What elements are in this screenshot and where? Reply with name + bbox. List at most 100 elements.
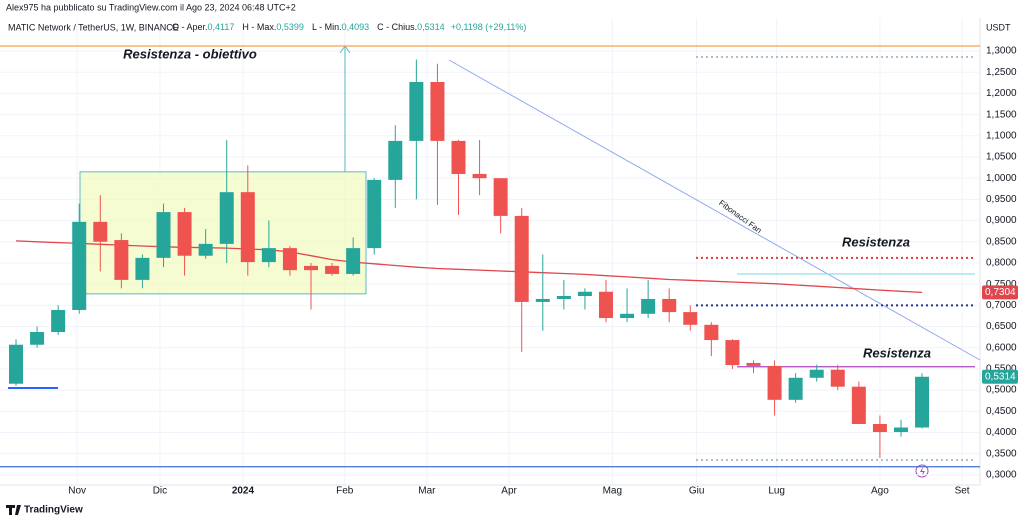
brand: TradingView (24, 505, 83, 516)
x-tick-label: 2024 (232, 486, 255, 497)
x-tick-label: Ago (871, 486, 889, 497)
y-tick-label: 0,3000 (986, 469, 1017, 480)
candle-body (51, 309, 66, 333)
y-tick-label: 0,6500 (986, 321, 1017, 332)
candle-body (746, 362, 761, 366)
candle-body (282, 248, 297, 271)
candle-body (240, 192, 255, 263)
candle-body (577, 291, 592, 296)
candle-body (198, 243, 213, 256)
y-tick-label: 0,9000 (986, 215, 1017, 226)
logo (6, 505, 21, 515)
y-tick-label: 1,1000 (986, 130, 1017, 141)
x-tick-label: Nov (68, 486, 86, 497)
candle-body (725, 340, 740, 366)
price-tag-label: 0,5314 (985, 371, 1016, 382)
ohlc-value: 0,5314 (417, 22, 445, 32)
currency: USDT (986, 22, 1011, 32)
ohlc-value: 0,5399 (276, 22, 304, 32)
candle-body (177, 212, 192, 256)
candle-body (409, 81, 424, 141)
annotation: Resistenza (842, 234, 910, 249)
y-tick-label: 0,3500 (986, 448, 1017, 459)
ohlc-label: H - Max. (242, 22, 276, 32)
ohlc-value: 0,4093 (342, 22, 370, 32)
candle-body (30, 332, 45, 345)
candle-body (451, 140, 466, 174)
candle-body (472, 173, 487, 179)
price-tag (982, 369, 1018, 384)
candle-body (556, 295, 571, 299)
x-tick-label: Set (955, 486, 970, 497)
candle-body (325, 265, 340, 274)
candle-body (830, 369, 845, 387)
candle-body (809, 369, 824, 378)
candle-body (620, 313, 635, 319)
x-tick-label: Mag (603, 486, 622, 497)
candle-body (704, 324, 719, 341)
ohlc-label: C - Chius. (377, 22, 417, 32)
y-tick-label: 0,9500 (986, 194, 1017, 205)
y-tick-label: 0,4500 (986, 406, 1017, 417)
y-tick-label: 1,1500 (986, 109, 1017, 120)
candle-body (346, 248, 361, 274)
plot: Resistenza - obiettivo Resistenza Resisten… (0, 18, 981, 485)
footer (0, 498, 1024, 522)
candle-body (430, 81, 445, 141)
y-tick-label: 0,5000 (986, 385, 1017, 396)
ohlc-value: 0,4117 (208, 22, 235, 32)
y-tick-label: 1,0500 (986, 152, 1017, 163)
candle-body (114, 240, 129, 280)
x-tick-label: Dic (153, 486, 167, 497)
candle-body (598, 291, 613, 319)
candle-body (683, 312, 698, 325)
price-tag-label: 0,7304 (985, 287, 1016, 298)
price-tag (982, 285, 1018, 300)
candle-body (641, 298, 656, 314)
x-tick-label: Giu (689, 486, 705, 497)
candle-body (261, 248, 276, 263)
x-tick-label: Mar (418, 486, 436, 497)
candle-body (135, 257, 150, 280)
ohlc-label: O - Aper. (172, 22, 208, 32)
y-tick-label: 0,8000 (986, 258, 1017, 269)
y-tick-label: 1,2000 (986, 88, 1017, 99)
byline: Alex975 ha pubblicato su TradingView.com… (6, 2, 296, 12)
candle-body (304, 265, 319, 271)
y-tick-label: 0,8500 (986, 236, 1017, 247)
y-tick-label: 0,5500 (986, 364, 1017, 375)
y-tick-label: 0,7500 (986, 279, 1017, 290)
candle-body (893, 427, 908, 433)
candle-body (9, 344, 24, 384)
change: +0,1198 (+29,11%) (451, 22, 527, 32)
annotation: Resistenza - obiettivo (123, 46, 257, 61)
candle-body (788, 377, 803, 400)
candle-body (915, 376, 930, 428)
candle-body (872, 423, 887, 433)
y-tick-label: 0,6000 (986, 342, 1017, 353)
candle-body (367, 179, 382, 249)
ohlc-label: L - Min. (312, 22, 342, 32)
fib-fan (448, 59, 981, 361)
candle-body (156, 212, 171, 258)
x-tick-label: Apr (501, 486, 517, 497)
symbol: MATIC Network / TetherUS, 1W, BINANCE (8, 22, 179, 32)
event-glyph (920, 467, 925, 476)
candle-body (662, 298, 677, 313)
y-tick-label: 1,2500 (986, 67, 1017, 78)
candle-body (535, 298, 550, 302)
ohlc: O - Aper.0,4117 H - Max.0,5399 L - Min.0,4… (172, 22, 526, 32)
y-tick-label: 1,0000 (986, 173, 1017, 184)
candle-body (93, 221, 108, 242)
candle-body (493, 178, 508, 216)
x-tick-label: Lug (768, 486, 785, 497)
annotation: Resistenza (863, 345, 931, 360)
x-tick-label: Feb (336, 486, 354, 497)
candle-body (388, 140, 403, 180)
y-tick-label: 0,4000 (986, 427, 1017, 438)
y-tick-label: 0,7000 (986, 300, 1017, 311)
candle-body (72, 221, 87, 310)
candle-body (851, 386, 866, 424)
candle-body (767, 365, 782, 400)
